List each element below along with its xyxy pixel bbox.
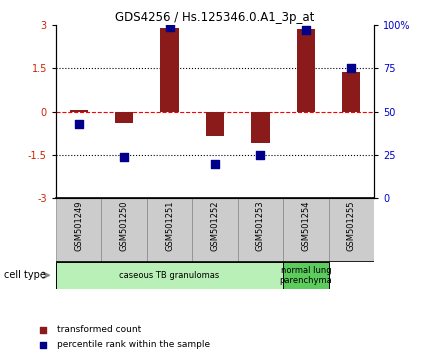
Bar	[56, 262, 283, 289]
Text: transformed count: transformed count	[57, 325, 141, 334]
Point	[348, 65, 355, 71]
Bar	[342, 73, 360, 112]
Point	[121, 154, 128, 159]
Text: normal lung
parenchyma: normal lung parenchyma	[280, 266, 332, 285]
Text: GSM501253: GSM501253	[256, 200, 265, 251]
Bar	[206, 112, 224, 136]
Bar	[283, 262, 329, 289]
Text: GSM501254: GSM501254	[301, 200, 310, 251]
Bar	[329, 198, 374, 262]
Bar	[70, 110, 88, 112]
Bar	[238, 198, 283, 262]
Text: GSM501255: GSM501255	[347, 200, 356, 251]
Bar	[192, 198, 238, 262]
Point	[212, 161, 218, 166]
Bar	[297, 29, 315, 112]
Point	[166, 24, 173, 29]
Bar	[56, 198, 101, 262]
Bar	[101, 198, 147, 262]
Bar	[160, 28, 178, 112]
Text: cell type: cell type	[4, 270, 46, 280]
Text: GSM501252: GSM501252	[211, 200, 219, 251]
Text: percentile rank within the sample: percentile rank within the sample	[57, 340, 210, 349]
Point	[302, 27, 309, 33]
Bar	[115, 112, 133, 123]
Text: caseous TB granulomas: caseous TB granulomas	[120, 271, 220, 280]
Bar	[252, 112, 270, 143]
Point	[310, 281, 316, 287]
Bar	[283, 198, 329, 262]
Bar	[147, 198, 192, 262]
Text: GSM501249: GSM501249	[74, 200, 83, 251]
Point	[75, 121, 82, 126]
Title: GDS4256 / Hs.125346.0.A1_3p_at: GDS4256 / Hs.125346.0.A1_3p_at	[115, 11, 315, 24]
Text: GSM501250: GSM501250	[120, 200, 129, 251]
Point	[310, 146, 316, 152]
Point	[257, 152, 264, 158]
Text: GSM501251: GSM501251	[165, 200, 174, 251]
